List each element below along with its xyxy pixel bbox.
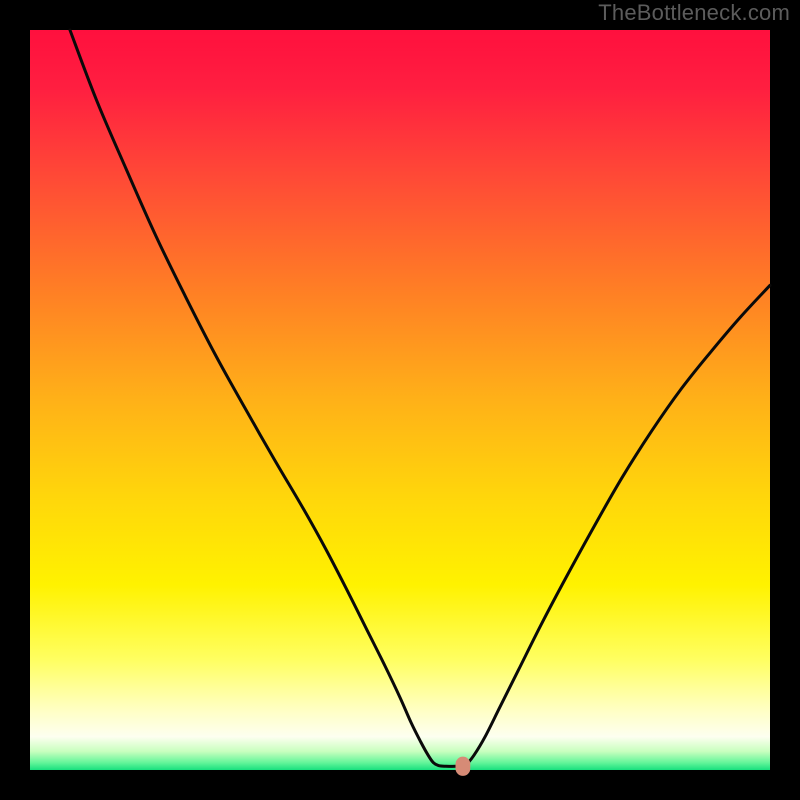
chart-frame: TheBottleneck.com [0,0,800,800]
bottleneck-chart [0,0,800,800]
optimum-marker [456,757,471,776]
watermark-text: TheBottleneck.com [598,0,790,26]
plot-area [30,30,770,770]
